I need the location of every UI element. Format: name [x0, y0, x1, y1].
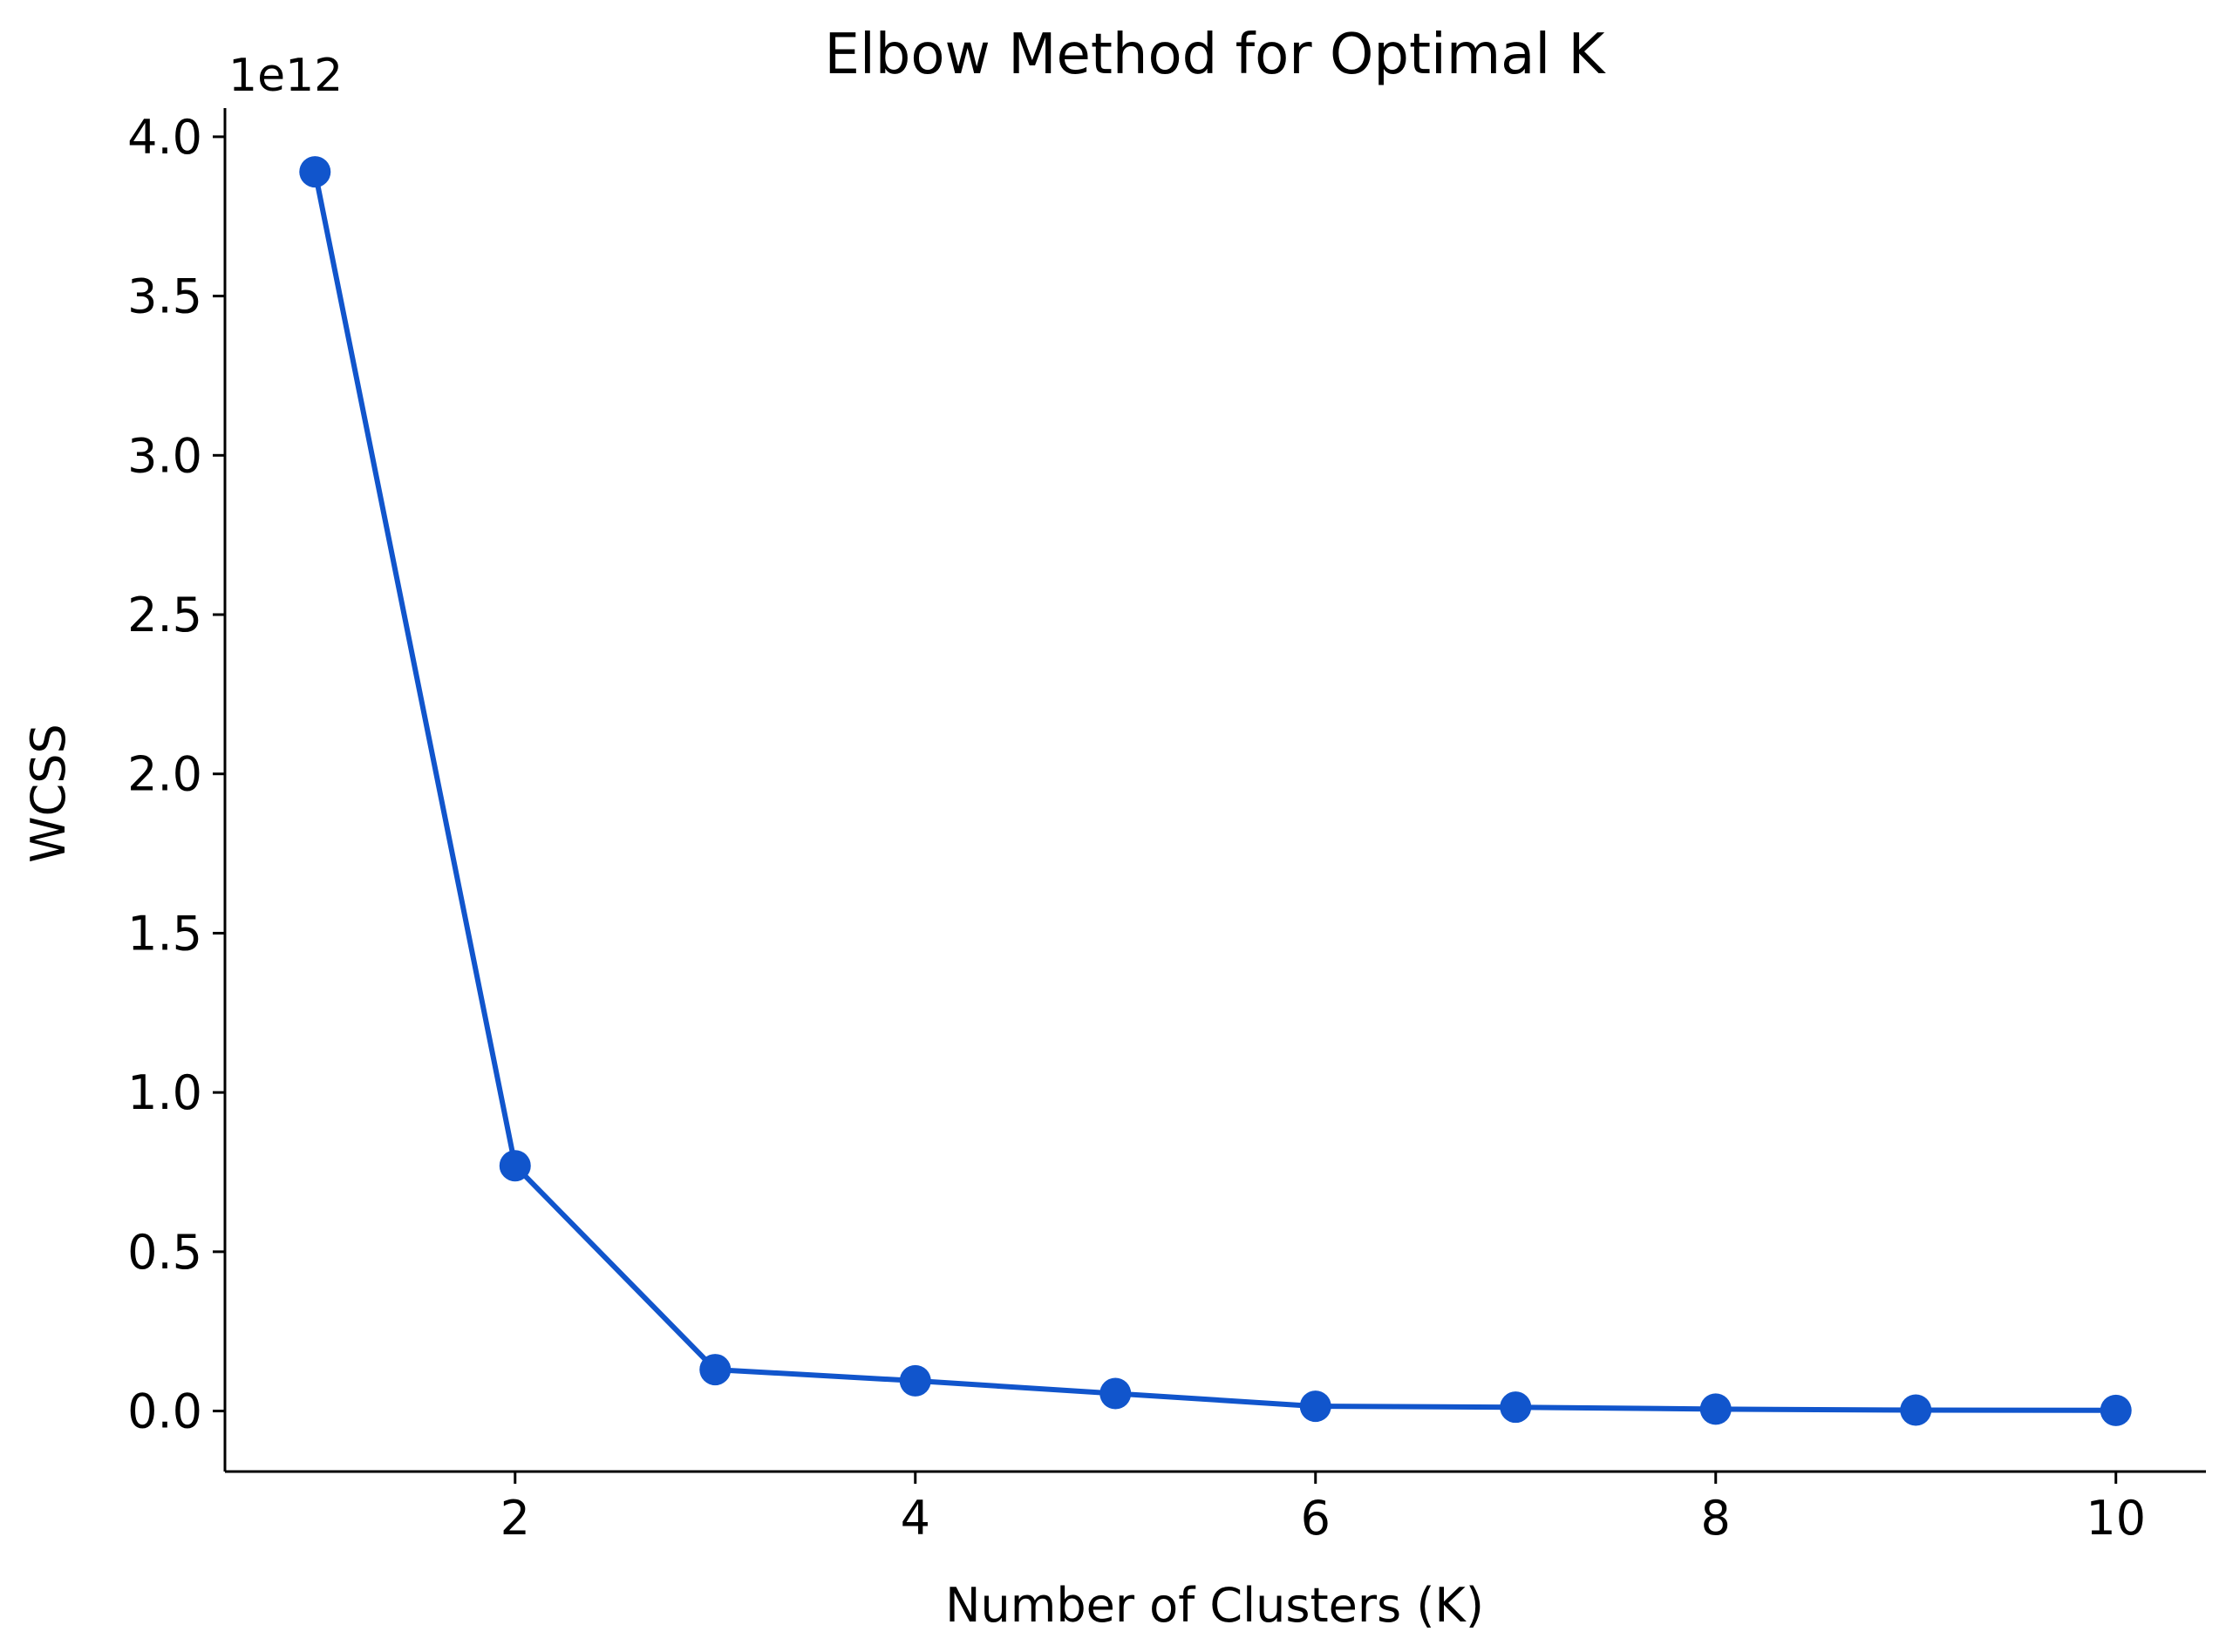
data-point: [299, 156, 331, 188]
chart-title: Elbow Method for Optimal K: [825, 23, 1607, 87]
x-tick-label: 4: [901, 1491, 930, 1546]
x-tick-label: 2: [500, 1491, 530, 1546]
y-axis-ticks: 0.0 0.5 1.0 1.5 2.0 2.5 3.0 3.5 4.0: [127, 110, 225, 1439]
y-axis-offset-label: 1e12: [228, 50, 343, 102]
y-tick-label: 2.0: [127, 747, 202, 802]
y-tick-label: 0.5: [127, 1225, 202, 1280]
y-tick-label: 1.5: [127, 906, 202, 961]
x-axis-ticks: 2 4 6 8 10: [500, 1472, 2146, 1546]
data-point: [1699, 1393, 1732, 1425]
y-tick-label: 3.0: [127, 428, 202, 483]
data-point: [1500, 1391, 1532, 1424]
y-tick-label: 0.0: [127, 1384, 202, 1439]
data-point: [499, 1150, 531, 1182]
x-tick-label: 6: [1301, 1491, 1331, 1546]
data-point: [1099, 1377, 1132, 1410]
y-tick-label: 2.5: [127, 588, 202, 642]
x-tick-label: 10: [2086, 1491, 2146, 1546]
x-tick-label: 8: [1701, 1491, 1731, 1546]
data-point: [2100, 1394, 2132, 1426]
y-tick-label: 4.0: [127, 110, 202, 165]
x-axis-label: Number of Clusters (K): [945, 1578, 1484, 1633]
data-point: [899, 1364, 931, 1397]
data-point: [1900, 1394, 1932, 1426]
y-tick-label: 3.5: [127, 269, 202, 324]
y-tick-label: 1.0: [127, 1065, 202, 1120]
data-point: [699, 1354, 732, 1386]
data-point: [1299, 1390, 1331, 1423]
series-line: [312, 171, 2116, 1413]
series-group: [299, 156, 2132, 1426]
y-axis-label: WCSS: [21, 724, 76, 863]
